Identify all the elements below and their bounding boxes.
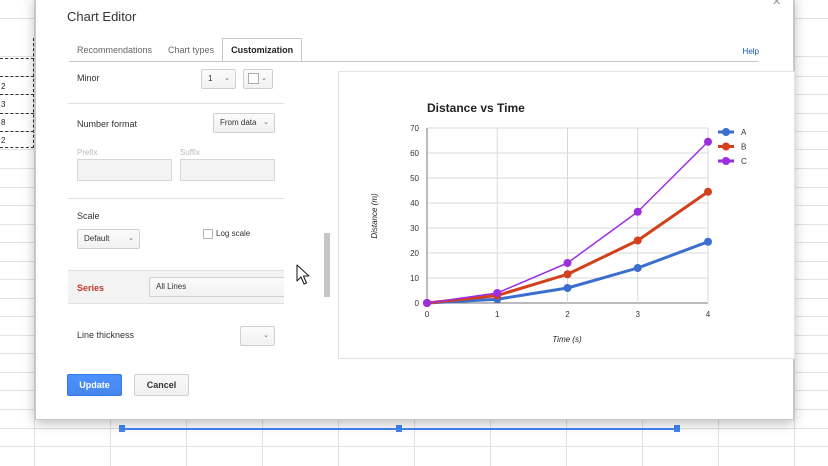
section-divider — [68, 198, 284, 199]
copy-selection-marquee — [0, 38, 34, 148]
chevron-down-icon: ⌄ — [224, 75, 230, 82]
x-tick-label: 4 — [706, 310, 711, 319]
close-icon[interactable]: × — [772, 0, 781, 10]
tab-customization[interactable]: Customization — [222, 38, 303, 62]
y-tick-label: 50 — [410, 174, 419, 183]
marquee-row-divider — [0, 113, 34, 114]
chevron-down-icon: ⌄ — [261, 75, 267, 82]
chevron-down-icon: ⌄ — [263, 332, 269, 339]
scale-dropdown[interactable]: Default ⌄ — [77, 229, 140, 249]
data-point-c — [633, 207, 642, 216]
resize-handle[interactable] — [396, 425, 402, 432]
minor-gridlines-value: 1 — [208, 74, 213, 83]
cell-value[interactable]: 2 — [1, 82, 6, 91]
tab-chart-types[interactable]: Chart types — [168, 45, 215, 55]
scale-value: Default — [84, 234, 110, 243]
x-tick-label: 3 — [636, 310, 641, 319]
resize-handle[interactable] — [119, 425, 125, 432]
cell-value[interactable]: 3 — [1, 100, 6, 109]
mouse-pointer-icon — [296, 264, 310, 285]
color-swatch-icon — [248, 73, 259, 84]
legend-swatch-marker — [722, 142, 730, 151]
suffix-input[interactable] — [180, 159, 275, 181]
marquee-row-divider — [0, 94, 34, 95]
line-thickness-label: Line thickness — [77, 330, 135, 340]
y-tick-label: 30 — [410, 224, 419, 233]
marquee-row-divider — [0, 131, 34, 132]
data-point-c — [493, 289, 502, 297]
scale-label: Scale — [77, 211, 100, 221]
dialog-title: Chart Editor — [67, 9, 137, 24]
prefix-label: Prefix — [77, 148, 98, 157]
chart-title: Distance vs Time — [427, 101, 525, 115]
x-tick-label: 1 — [495, 310, 500, 319]
x-tick-label: 2 — [565, 310, 570, 319]
cell-value[interactable]: 8 — [1, 118, 6, 127]
section-divider — [68, 103, 284, 104]
cancel-button[interactable]: Cancel — [134, 374, 189, 396]
data-point-b — [563, 270, 572, 279]
legend-entry: C — [741, 157, 747, 166]
data-point-a — [704, 237, 712, 246]
y-tick-label: 40 — [410, 199, 419, 208]
data-point-c — [423, 299, 431, 307]
data-point-c — [704, 137, 712, 146]
customization-settings-panel: Minor 1 ⌄ ⌄ Number format From data ⌄ Pr… — [68, 67, 284, 357]
y-tick-label: 0 — [415, 299, 420, 308]
data-point-b — [633, 236, 642, 245]
legend-swatch-marker — [722, 157, 730, 165]
editor-tabs: Recommendations Chart types Customizatio… — [69, 38, 303, 62]
suffix-label: Suffix — [180, 148, 200, 157]
chart-editor-dialog: Chart Editor × Recommendations Chart typ… — [35, 0, 795, 420]
minor-label: Minor — [77, 73, 100, 83]
update-button[interactable]: Update — [67, 374, 122, 396]
chevron-down-icon: ⌄ — [128, 235, 134, 242]
grid-line — [34, 0, 35, 466]
line-thickness-dropdown[interactable]: ⌄ — [240, 326, 275, 346]
data-point-c — [563, 259, 572, 267]
y-tick-label: 60 — [410, 149, 419, 158]
series-dropdown-field[interactable]: All Lines ⌄ — [149, 277, 284, 297]
y-tick-label: 10 — [410, 274, 419, 283]
prefix-input[interactable] — [77, 159, 172, 181]
line-chart: 0 10 20 30 40 50 60 70 0 1 2 3 4 ABC Distance vs Tim… — [370, 101, 747, 344]
log-scale-checkbox[interactable] — [203, 229, 213, 239]
number-format-value: From data — [220, 118, 257, 127]
x-tick-label: 0 — [425, 310, 430, 319]
chevron-down-icon: ⌄ — [263, 119, 269, 126]
minor-gridlines-dropdown[interactable]: 1 ⌄ — [201, 69, 236, 89]
y-tick-label: 20 — [410, 249, 419, 258]
marquee-row-divider — [0, 58, 34, 59]
series-label: Series — [77, 283, 105, 293]
help-link[interactable]: Help — [742, 47, 759, 56]
series-value-text: All Lines — [156, 282, 187, 291]
number-format-dropdown[interactable]: From data ⌄ — [213, 113, 275, 133]
log-scale-label: Log scale — [216, 229, 251, 238]
settings-scrollbar[interactable] — [323, 67, 331, 357]
y-axis-label: Distance (m) — [370, 193, 379, 239]
tab-recommendations[interactable]: Recommendations — [77, 45, 153, 55]
cell-value[interactable]: 2 — [1, 136, 6, 145]
minor-gridline-color-dropdown[interactable]: ⌄ — [243, 69, 273, 89]
tab-divider — [69, 61, 758, 62]
marquee-row-divider — [0, 76, 34, 77]
data-point-a — [633, 264, 642, 272]
legend-entry: B — [741, 143, 746, 152]
data-point-b — [704, 187, 712, 196]
data-point-a — [563, 284, 572, 292]
legend-entry: A — [741, 128, 747, 137]
resize-handle[interactable] — [674, 425, 680, 432]
legend-swatch-marker — [722, 128, 730, 136]
x-axis-label: Time (s) — [552, 335, 582, 344]
y-tick-label: 70 — [410, 124, 419, 133]
settings-scrollbar-thumb[interactable] — [324, 233, 330, 297]
number-format-label: Number format — [77, 119, 138, 129]
